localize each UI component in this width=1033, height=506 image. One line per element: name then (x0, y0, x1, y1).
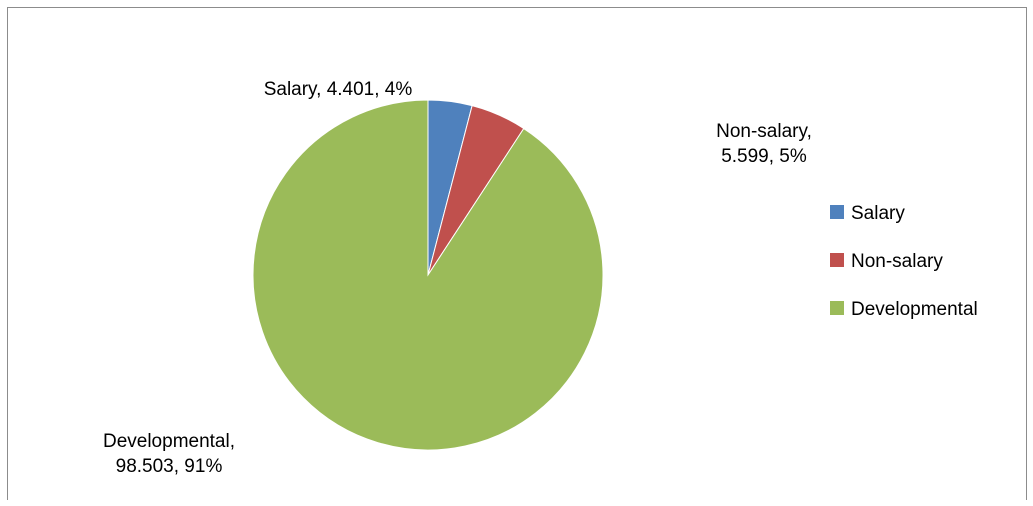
data-labels: Salary, 4.401, 4% Non-salary, 5.599, 5% Dev… (103, 79, 812, 477)
data-label-salary: Salary, 4.401, 4% (264, 79, 413, 100)
legend-swatch-developmental (830, 301, 844, 315)
legend-swatch-non-salary (830, 253, 844, 267)
legend-label-developmental: Developmental (851, 299, 978, 320)
pie-slice-developmental (252, 99, 604, 451)
legend: Salary Non-salary Developmental (830, 203, 978, 320)
legend-swatch-salary (830, 205, 844, 219)
data-label-non-salary: Non-salary, 5.599, 5% (716, 121, 812, 167)
legend-label-non-salary: Non-salary (851, 251, 943, 272)
legend-label-salary: Salary (851, 203, 905, 224)
pie-slices (252, 99, 604, 451)
data-label-developmental: Developmental, 98.503, 91% (103, 431, 235, 477)
chart-area (7, 7, 1027, 500)
